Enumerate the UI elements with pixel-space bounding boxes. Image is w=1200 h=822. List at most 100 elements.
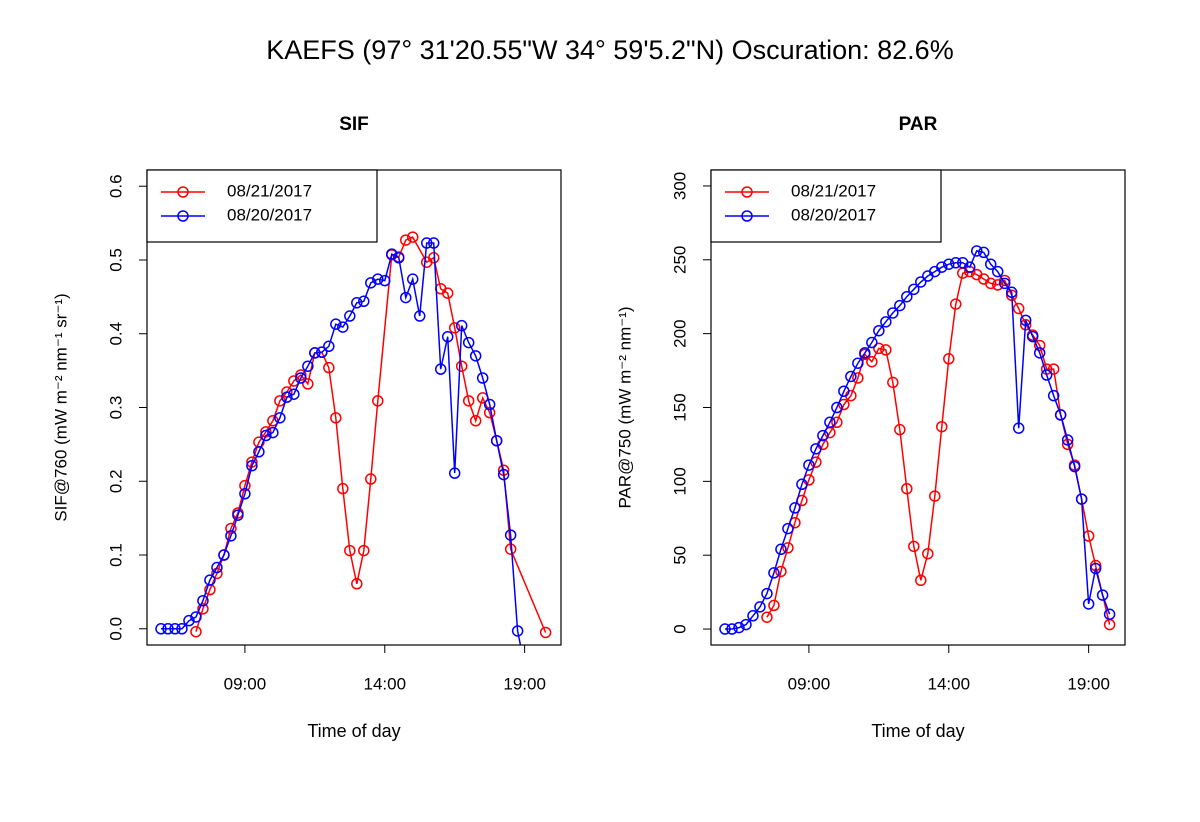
- data-point: [915, 276, 927, 288]
- data-point: [1082, 598, 1095, 610]
- data-point: [351, 297, 363, 309]
- x-tick-label: 14:00: [927, 674, 970, 693]
- data-point: [330, 318, 342, 330]
- data-point: [323, 361, 335, 374]
- data-point: [991, 265, 1004, 278]
- data-point: [1054, 409, 1067, 421]
- legend-marker: [177, 210, 189, 222]
- data-point: [831, 401, 843, 414]
- data-point: [782, 542, 794, 554]
- data-point: [413, 310, 426, 322]
- data-point: [155, 623, 167, 635]
- data-point: [232, 509, 244, 521]
- data-point: [420, 237, 433, 249]
- data-point: [176, 623, 188, 635]
- legend-marker: [177, 186, 189, 198]
- y-tick-label: 300: [670, 172, 689, 200]
- data-point: [323, 340, 335, 353]
- x-tick-label: 19:00: [503, 674, 546, 693]
- data-point: [211, 561, 223, 574]
- data-point: [824, 416, 836, 429]
- y-tick-label: 0.3: [106, 396, 125, 420]
- data-point: [476, 372, 489, 384]
- y-tick-label: 0.1: [106, 543, 125, 567]
- data-point: [225, 530, 237, 542]
- data-point: [253, 446, 265, 458]
- data-point: [1061, 434, 1074, 446]
- data-point: [873, 342, 885, 355]
- y-axis-label: PAR@750 (mW m⁻² nm⁻¹): [615, 306, 634, 508]
- data-point: [295, 372, 307, 384]
- data-point: [427, 237, 440, 249]
- data-point: [950, 298, 962, 310]
- data-point: [455, 360, 468, 372]
- page-title: KAEFS (97° 31'20.55"W 34° 59'5.2"N) Oscu…: [266, 35, 953, 65]
- data-point: [462, 336, 475, 349]
- data-point: [726, 623, 738, 635]
- data-point: [1012, 422, 1025, 434]
- plot-area: [719, 245, 1116, 635]
- data-point: [1012, 302, 1025, 315]
- y-tick-label: 0: [670, 624, 689, 633]
- data-point: [908, 540, 920, 553]
- data-point: [302, 360, 314, 372]
- data-point: [183, 614, 195, 627]
- data-point: [740, 618, 752, 631]
- data-point: [887, 376, 899, 389]
- data-point: [379, 274, 391, 287]
- legend-label: 08/21/2017: [791, 181, 876, 200]
- data-point: [1026, 330, 1039, 343]
- data-point: [462, 395, 475, 407]
- legend: 08/21/2017 08/20/2017: [710, 169, 942, 243]
- x-axis-label: Time of day: [871, 721, 964, 741]
- data-point: [309, 347, 321, 359]
- y-tick-label: 0.4: [106, 322, 125, 346]
- data-point: [197, 594, 209, 607]
- data-point: [260, 429, 272, 442]
- data-point: [929, 490, 941, 502]
- data-point: [852, 372, 864, 384]
- data-point: [970, 245, 983, 257]
- data-point: [887, 307, 899, 319]
- data-point: [400, 291, 412, 304]
- data-point: [915, 574, 927, 587]
- legend-box: [710, 169, 942, 243]
- data-point: [908, 283, 920, 296]
- data-point: [852, 357, 864, 369]
- data-point: [434, 363, 447, 375]
- data-point: [274, 412, 286, 424]
- data-point: [754, 601, 766, 613]
- data-point: [441, 287, 454, 299]
- x-tick-label: 09:00: [788, 674, 831, 693]
- data-point: [894, 423, 906, 436]
- data-point: [504, 529, 517, 541]
- data-point: [295, 369, 307, 381]
- data-point: [337, 321, 349, 333]
- y-tick-label: 0.2: [106, 469, 125, 493]
- data-point: [950, 257, 962, 269]
- data-point: [782, 522, 794, 535]
- data-point: [190, 611, 202, 623]
- data-point: [316, 346, 328, 358]
- data-point: [768, 567, 780, 579]
- data-point: [845, 370, 857, 383]
- data-point: [998, 274, 1011, 287]
- data-point: [358, 295, 370, 308]
- data-point: [1096, 589, 1109, 601]
- data-point: [831, 416, 843, 429]
- x-axis-label: Time of day: [307, 721, 400, 741]
- legend-label: 08/20/2017: [227, 205, 312, 224]
- data-point: [448, 322, 461, 334]
- data-point: [922, 547, 934, 560]
- data-point: [197, 603, 209, 615]
- data-point: [448, 467, 461, 479]
- data-point: [441, 330, 454, 343]
- legend: 08/21/2017 08/20/2017: [146, 169, 378, 243]
- data-point: [351, 578, 363, 590]
- data-point: [1047, 363, 1060, 375]
- data-point: [775, 543, 787, 556]
- data-point: [984, 258, 997, 270]
- data-point: [365, 277, 377, 289]
- data-point: [358, 544, 370, 557]
